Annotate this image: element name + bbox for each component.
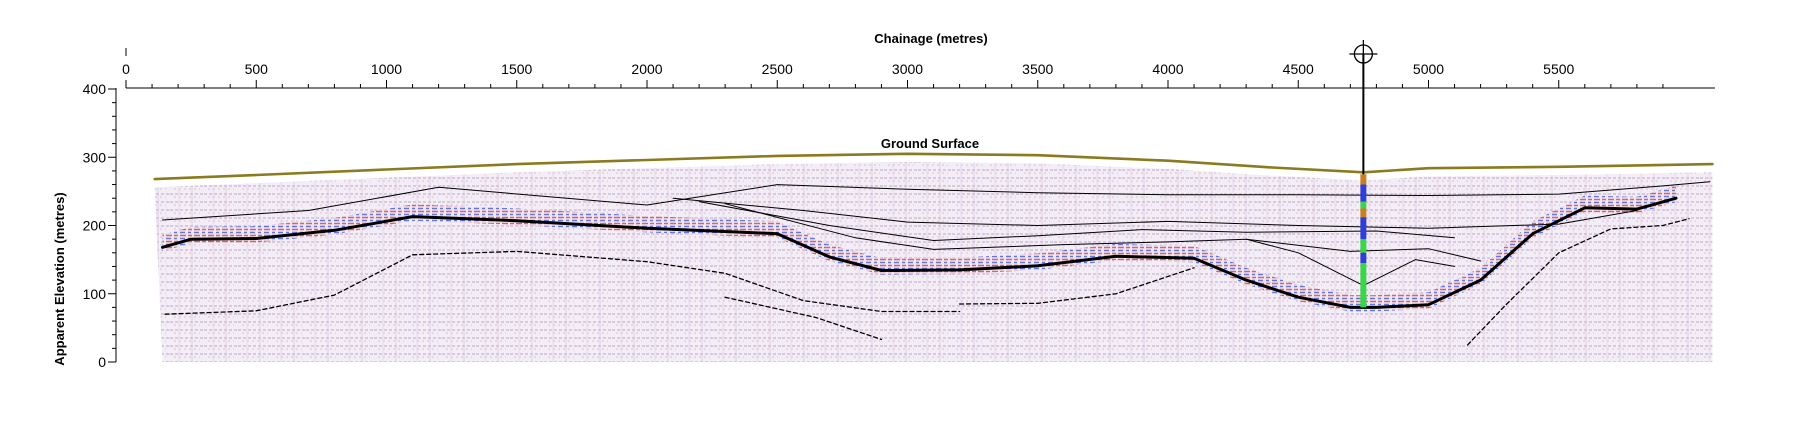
borehole-log-segment: [1360, 201, 1367, 209]
radar-reflector-band: [162, 185, 1676, 312]
dashed-horizon-line: [1466, 218, 1690, 346]
layer-boundary-line: [672, 197, 1638, 229]
left-axis: 400 300 200 100 0 Apparent Elevation (metres…: [52, 81, 117, 370]
main-reflector-line: [161, 196, 1678, 309]
borehole-log-segment: [1360, 239, 1367, 253]
borehole-log-segment: [1360, 208, 1367, 218]
layer-boundary-line: [162, 181, 1711, 221]
x-tick-label: 1500: [501, 61, 532, 77]
dashed-horizon-line: [958, 267, 1195, 305]
layer-boundary-line: [724, 203, 1482, 262]
borehole-log-segment: [1360, 217, 1367, 240]
x-tick-label: 4000: [1152, 61, 1183, 77]
x-tick-label: 0: [122, 61, 130, 77]
borehole-log-segment: [1360, 263, 1367, 308]
x-tick-label: 2500: [762, 61, 793, 77]
borehole-log-segment: [1360, 252, 1367, 264]
ground-surface-label: Ground Surface: [881, 136, 979, 151]
x-tick-label: 500: [245, 61, 269, 77]
radar-section: [154, 162, 1713, 362]
borehole: [1349, 40, 1378, 308]
ground-surface-line: [153, 152, 1714, 181]
left-axis-title: Apparent Elevation (metres): [52, 192, 67, 365]
top-axis-title: Chainage (metres): [874, 31, 987, 46]
y-tick-label: 300: [83, 149, 107, 165]
layer-boundary-line: [698, 201, 1455, 241]
borehole-log-segment: [1360, 174, 1367, 185]
x-tick-label: 5000: [1413, 61, 1444, 77]
borehole-log-segment: [1360, 184, 1367, 202]
top-axis: 0 500 1000 1500 2000 2500 3000 3500 4000 4500 5000…: [122, 31, 1715, 89]
y-tick-label: 0: [98, 354, 106, 370]
x-tick-label: 3500: [1022, 61, 1053, 77]
dashed-horizon-line: [164, 250, 961, 315]
x-tick-label: 4500: [1283, 61, 1314, 77]
y-tick-label: 200: [83, 218, 107, 234]
crosshair-icon: [1349, 40, 1378, 68]
x-tick-label: 2000: [631, 61, 662, 77]
x-tick-label: 1000: [371, 61, 402, 77]
x-tick-label: 5500: [1543, 61, 1574, 77]
y-tick-label: 400: [83, 81, 107, 97]
borehole-log: [1360, 174, 1367, 308]
y-tick-label: 100: [83, 286, 107, 302]
dashed-horizon-line: [724, 296, 883, 341]
x-tick-label: 3000: [892, 61, 923, 77]
